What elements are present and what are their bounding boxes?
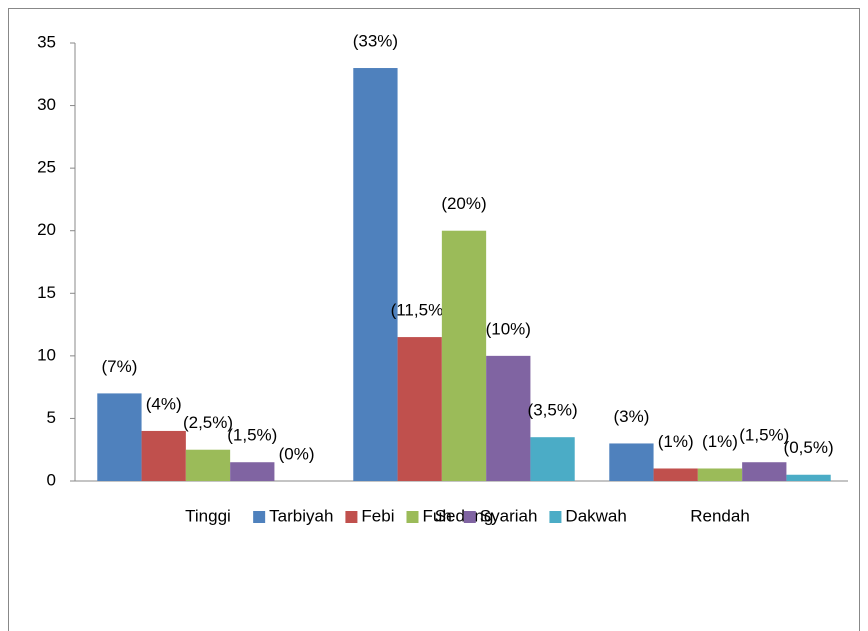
bar <box>486 355 531 481</box>
bar <box>786 474 831 481</box>
value-label: (0,5%) <box>784 438 834 457</box>
value-label: (4%) <box>146 394 182 413</box>
bar <box>653 468 698 481</box>
value-label: (3%) <box>613 407 649 426</box>
y-tick-label: 35 <box>37 32 56 51</box>
x-tick-label: Tinggi <box>185 506 231 525</box>
value-label: (2,5%) <box>183 413 233 432</box>
value-label: (20%) <box>441 194 486 213</box>
bar <box>530 437 575 481</box>
value-label: (3,5%) <box>528 401 578 420</box>
bar <box>609 443 654 481</box>
value-label: (1%) <box>702 432 738 451</box>
bar <box>697 468 743 481</box>
bar <box>185 449 231 481</box>
legend-label: Febi <box>361 506 394 525</box>
y-tick-label: 30 <box>37 95 56 114</box>
legend-label: Dakwah <box>565 506 626 525</box>
legend-swatch <box>463 511 476 523</box>
value-label: (11,5%) <box>391 301 449 320</box>
value-label: (1,5%) <box>739 426 789 445</box>
y-tick-label: 5 <box>47 408 56 427</box>
legend-swatch <box>345 511 358 523</box>
chart-frame <box>8 8 860 631</box>
bar <box>353 68 398 482</box>
legend-swatch <box>549 511 562 523</box>
legend-swatch <box>253 511 266 523</box>
y-tick-label: 15 <box>37 283 56 302</box>
bar <box>441 230 487 481</box>
legend-label: Syariah <box>480 506 538 525</box>
bar <box>97 393 142 481</box>
value-label: (10%) <box>486 319 531 338</box>
y-tick-label: 0 <box>47 470 56 489</box>
value-label: (1%) <box>658 432 694 451</box>
legend-label: Fuh <box>422 506 451 525</box>
y-tick-label: 25 <box>37 158 56 177</box>
bar <box>141 430 186 481</box>
y-tick-label: 20 <box>37 220 56 239</box>
bar <box>742 462 787 481</box>
legend-swatch <box>406 511 419 523</box>
bar <box>230 462 275 481</box>
value-label: (7%) <box>101 357 137 376</box>
bar <box>397 337 442 481</box>
value-label: (33%) <box>353 32 398 51</box>
value-label: (1,5%) <box>227 426 277 445</box>
legend-label: Tarbiyah <box>269 506 333 525</box>
y-tick-label: 10 <box>37 345 56 364</box>
x-tick-label: Rendah <box>690 506 750 525</box>
value-label: (0%) <box>279 444 315 463</box>
